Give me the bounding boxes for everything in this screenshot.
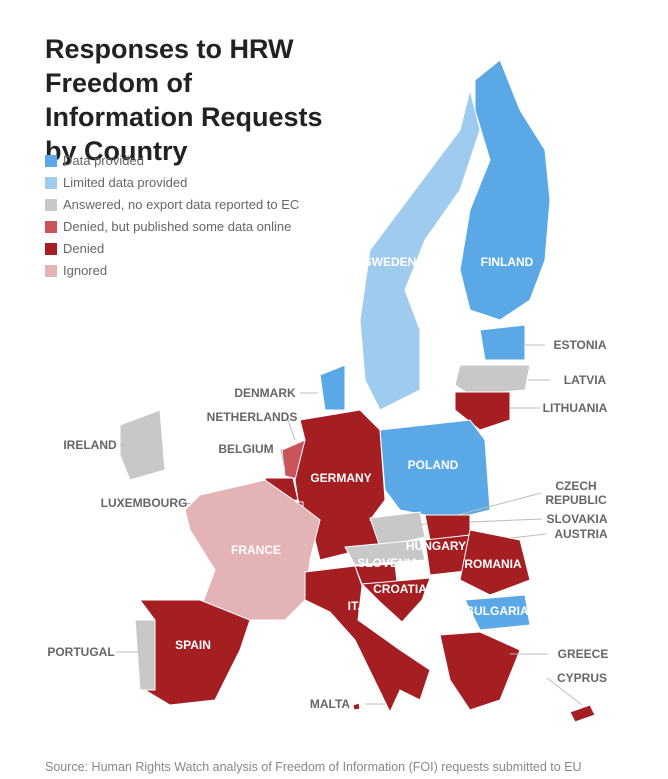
leader-line [469, 518, 543, 523]
legend-label: Ignored [63, 263, 108, 278]
legend-label: Answered, no export data reported to EC [63, 197, 300, 212]
country-label: GERMANY [310, 471, 372, 485]
country-label: POLAND [407, 458, 459, 472]
country-label: LITHUANIA [542, 401, 608, 415]
legend-item: Data provided [45, 153, 144, 168]
country-label: ROMANIA [464, 557, 522, 571]
country-shape [119, 409, 166, 481]
country-shape [459, 529, 531, 596]
country-shape [464, 594, 531, 631]
country-shape [569, 704, 596, 723]
country-shape [359, 89, 481, 411]
source: Source: Human Rights Watch analysis of F… [45, 760, 582, 774]
country-shape [139, 599, 251, 706]
country-label: MALTA [309, 697, 351, 711]
country-label: CZECH REPUBLIC [545, 479, 607, 507]
legend-swatch [45, 176, 57, 189]
country-label: BELGIUM [218, 442, 274, 456]
country-label: SWEDEN [363, 255, 417, 269]
country-shape [344, 539, 426, 566]
country-label: LUXEMBOURG [100, 496, 188, 510]
legend-swatch [45, 242, 57, 255]
country-label: ESTONIA [553, 338, 607, 352]
country-shape [459, 59, 551, 321]
country-shape [184, 479, 321, 621]
country-shape [319, 364, 346, 411]
country-label: GREECE [557, 647, 609, 661]
country-label: PORTUGAL [47, 645, 115, 659]
country-label: LATVIA [563, 373, 607, 387]
legend-item: Denied, but published some data online [45, 219, 291, 234]
country-shape [439, 631, 521, 711]
country-label: SLOVAKIA [546, 512, 608, 526]
leader-line [286, 416, 296, 441]
leader-line [546, 677, 583, 706]
country-label: BULGARIA [465, 604, 529, 618]
country-label: CROATIA [373, 582, 427, 596]
legend-label: Denied, but published some data online [63, 219, 292, 234]
legend-swatch [45, 220, 57, 233]
legend-label: Denied [63, 241, 105, 256]
legend-label: Limited data provided [63, 175, 188, 190]
legend-label: Data provided [63, 153, 144, 168]
country-shape [479, 324, 526, 361]
legend-item: Limited data provided [45, 175, 187, 190]
country-label: FINLAND [480, 255, 534, 269]
country-shape [352, 702, 361, 711]
country-shape [304, 565, 431, 714]
country-shape [134, 619, 156, 691]
title: Responses to HRW Freedom of Information … [45, 34, 323, 166]
country-label: HUNGARY [405, 539, 467, 553]
country-label: NETHERLANDS [206, 410, 298, 424]
country-label: DENMARK [234, 386, 296, 400]
country-label: CYPRUS [556, 671, 608, 685]
legend-swatch [45, 264, 57, 277]
country-shape [369, 511, 426, 548]
country-label: SLOVENIA [357, 556, 419, 570]
country-label: ITALY [347, 599, 381, 613]
legend-item: Answered, no export data reported to EC [45, 197, 299, 212]
country-label: IRELAND [63, 438, 117, 452]
country-label: SPAIN [175, 638, 211, 652]
legend-swatch [45, 154, 57, 167]
country-shape [360, 577, 431, 623]
legend-item: Denied [45, 241, 104, 256]
legend-swatch [45, 198, 57, 211]
country-shape [454, 364, 531, 396]
country-label: AUSTRIA [554, 527, 608, 541]
country-label: FRANCE [231, 543, 281, 557]
legend-item: Ignored [45, 263, 107, 278]
leader-line [280, 448, 286, 471]
